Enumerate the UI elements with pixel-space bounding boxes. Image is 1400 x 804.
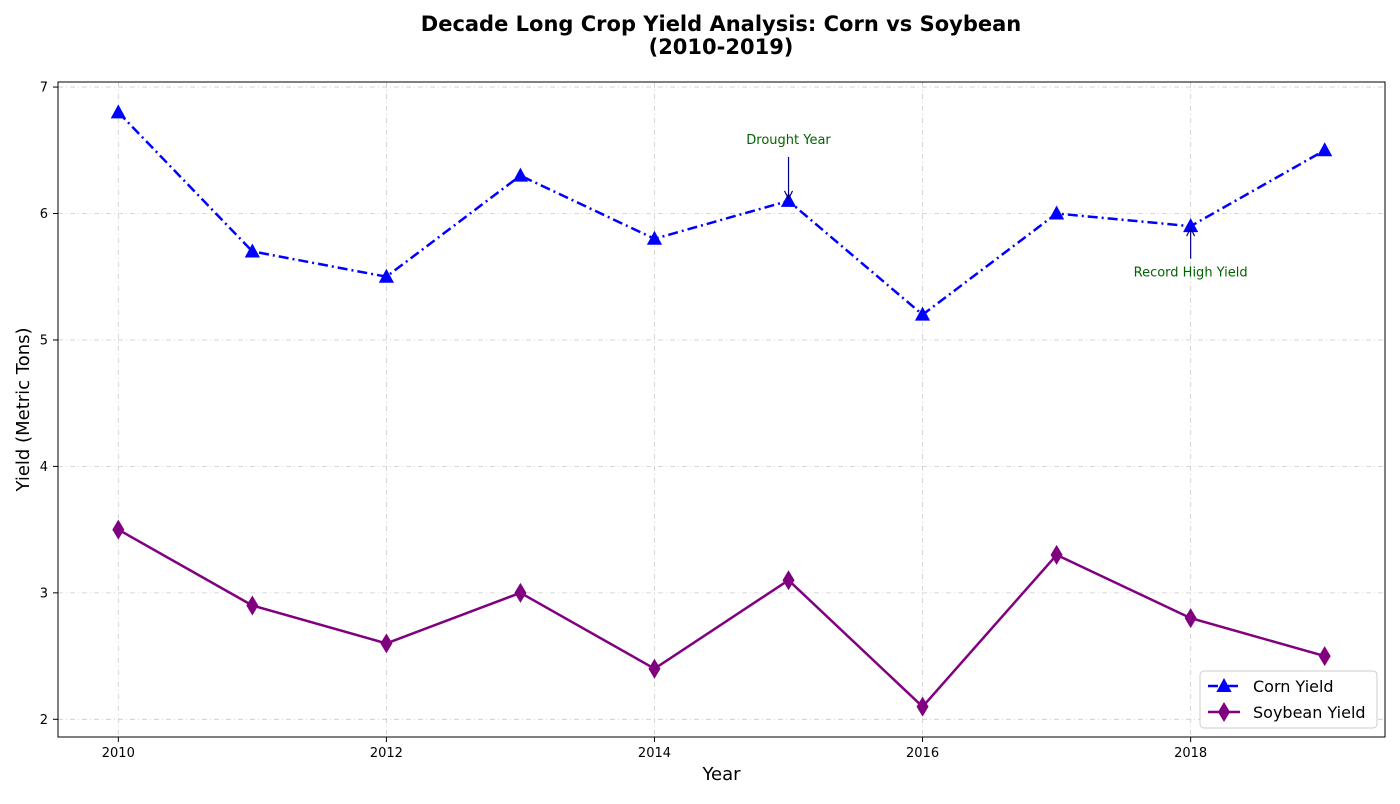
soybean-point-2019 [1318, 646, 1331, 667]
annotation-label-1: Record High Yield [1134, 266, 1248, 281]
grid-lines [58, 82, 1385, 737]
legend-frame [1199, 670, 1378, 729]
corn-point-2014 [646, 230, 663, 245]
soybean-point-2016 [916, 696, 929, 717]
corn-point-2012 [378, 268, 394, 283]
y-tick-label-5: 5 [40, 333, 48, 348]
soybean-point-2014 [648, 658, 661, 679]
plot-frame [57, 81, 1386, 738]
x-tick-label-2018: 2018 [1174, 746, 1207, 761]
soybean-point-2012 [380, 633, 393, 654]
soybean-point-2018 [1184, 608, 1197, 629]
chart-title-line2: (2010-2019) [649, 35, 794, 59]
x-tick-label-2010: 2010 [102, 746, 135, 761]
corn-point-2010 [110, 104, 126, 119]
corn-point-2011 [244, 243, 260, 258]
legend: Corn Yield Soybean Yield [1199, 670, 1378, 729]
corn-point-2018 [1183, 218, 1199, 233]
annotation-arrowhead-0 [783, 190, 794, 201]
corn-point-2019 [1317, 142, 1333, 157]
annotation-label-0: Drought Year [746, 133, 831, 148]
axis-ticks: 2010 2012 2014 2016 2018 2 3 4 5 6 7 [40, 81, 1207, 761]
y-tick-label-2: 2 [40, 713, 48, 728]
legend-marker-corn [1216, 678, 1232, 692]
soybean-point-2010 [112, 519, 125, 540]
corn-point-2013 [512, 167, 529, 182]
legend-marker-soybean [1218, 702, 1230, 722]
y-tick-label-7: 7 [40, 81, 48, 96]
legend-item-corn: Corn Yield [1208, 677, 1334, 696]
x-tick-label-2014: 2014 [638, 746, 671, 761]
series-layer [110, 104, 1333, 717]
soybean-series-line [117, 528, 1326, 708]
corn-series-line [117, 111, 1326, 316]
y-tick-label-6: 6 [40, 207, 48, 222]
soybean-point-2013 [514, 582, 527, 603]
chart-title: Decade Long Crop Yield Analysis: Corn vs… [421, 12, 1021, 36]
corn-point-2017 [1049, 205, 1065, 220]
x-tick-label-2012: 2012 [370, 746, 403, 761]
corn-point-2016 [914, 306, 931, 321]
soybean-point-2015 [782, 570, 795, 591]
legend-label-corn: Corn Yield [1253, 677, 1334, 696]
legend-item-soybean: Soybean Yield [1208, 702, 1366, 722]
y-tick-label-3: 3 [40, 586, 48, 601]
soybean-point-2011 [246, 595, 259, 616]
x-tick-label-2016: 2016 [906, 746, 939, 761]
annotations: Drought Year Record High Yield [746, 133, 1247, 281]
y-axis-label: Yield (Metric Tons) [13, 327, 34, 492]
annotation-arrowhead-1 [1186, 226, 1196, 237]
x-axis-label: Year [701, 764, 741, 785]
legend-label-soybean: Soybean Yield [1253, 703, 1366, 722]
soybean-point-2017 [1050, 544, 1063, 565]
y-tick-label-4: 4 [40, 460, 48, 475]
